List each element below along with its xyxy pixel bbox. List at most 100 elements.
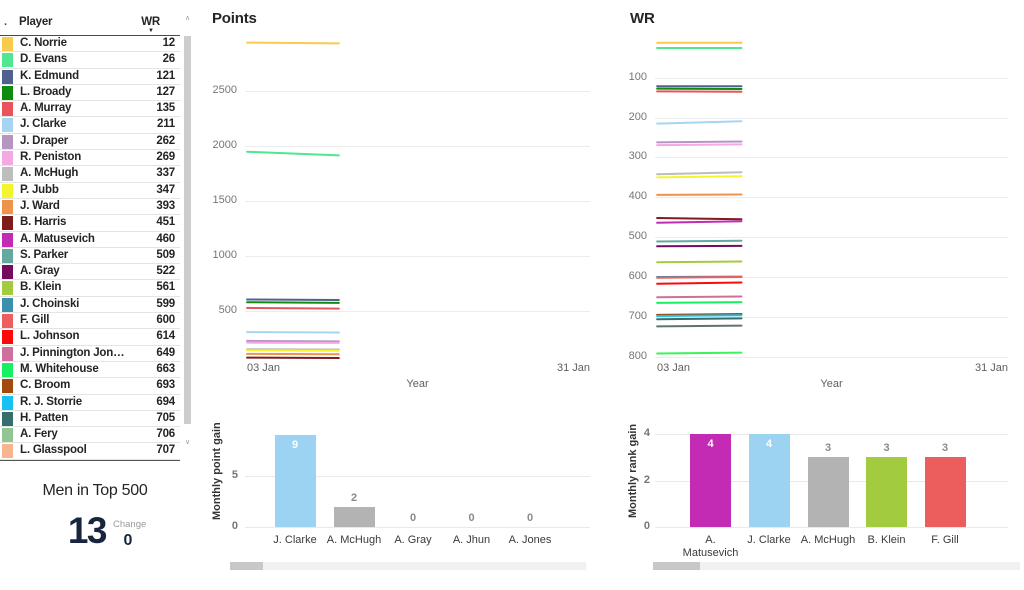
series-line-h-patten[interactable]	[656, 317, 743, 321]
series-line-r-j-storrie[interactable]	[656, 314, 743, 318]
table-scrollbar[interactable]: ∧ ∨	[183, 14, 192, 454]
gridline	[245, 201, 590, 202]
series-line-k-edmund[interactable]	[246, 298, 340, 301]
scrollbar-thumb[interactable]	[653, 562, 700, 570]
player-table: . Player WR ▼ C. Norrie 12 D. Evans 26 K. Ed…	[0, 14, 196, 461]
series-line-a-mchugh[interactable]	[656, 171, 743, 176]
table-row[interactable]: S. Parker 509	[0, 248, 180, 265]
scroll-down-icon[interactable]: ∨	[184, 439, 191, 446]
series-line-s-parker[interactable]	[656, 239, 743, 243]
series-line-c-norrie[interactable]	[246, 41, 340, 45]
series-line-r-peniston[interactable]	[656, 143, 743, 147]
series-line-m-whitehouse[interactable]	[656, 301, 743, 304]
column-header-player[interactable]: Player	[19, 16, 53, 28]
y-tick-label: 500	[628, 230, 647, 243]
player-color-swatch	[2, 395, 13, 410]
bar-a-mchugh[interactable]	[333, 506, 375, 527]
x-tick-label: 03 Jan	[657, 362, 691, 374]
bar-j-clarke[interactable]	[274, 435, 316, 527]
table-row[interactable]: J. Draper 262	[0, 134, 180, 151]
table-row[interactable]: J. Choinski 599	[0, 297, 180, 314]
table-row[interactable]: A. McHugh 337	[0, 166, 180, 183]
table-row[interactable]: M. Whitehouse 663	[0, 362, 180, 379]
player-wr-value: 694	[156, 395, 175, 408]
player-wr-value: 460	[156, 232, 175, 245]
player-wr-value: 600	[156, 314, 175, 327]
series-line-j-draper[interactable]	[656, 140, 743, 144]
table-row[interactable]: F. Gill 600	[0, 313, 180, 330]
table-row[interactable]: H. Patten 705	[0, 411, 180, 428]
table-row[interactable]: L. Johnson 614	[0, 329, 180, 346]
bar-a-matusevich[interactable]	[690, 434, 731, 527]
player-wr-value: 269	[156, 151, 175, 164]
table-row[interactable]: R. Peniston 269	[0, 150, 180, 167]
table-row[interactable]: J. Pinnington Jon… 649	[0, 346, 180, 362]
bar-b-klein[interactable]	[866, 457, 907, 527]
scrollbar-thumb[interactable]	[184, 36, 191, 424]
table-row[interactable]: J. Ward 393	[0, 199, 180, 216]
table-row[interactable]: K. Edmund 121	[0, 69, 180, 85]
series-line-c-broom[interactable]	[656, 313, 743, 316]
gridline	[655, 77, 1008, 79]
bar-value-label: 9	[291, 439, 299, 452]
kpi-value: 13	[67, 510, 108, 551]
x-category-label: A. Jones	[508, 534, 552, 546]
player-color-swatch	[2, 53, 13, 68]
series-line-b-klein[interactable]	[656, 260, 743, 264]
series-line-a-matusevich[interactable]	[656, 220, 743, 224]
bar-value-label: 2	[350, 491, 358, 504]
bar-a-mchugh[interactable]	[807, 457, 849, 527]
scroll-up-icon[interactable]: ∧	[184, 15, 191, 22]
series-line-j-clarke[interactable]	[656, 120, 743, 125]
series-line-unlabeled-[interactable]	[656, 351, 743, 355]
table-row[interactable]: B. Harris 451	[0, 215, 180, 232]
table-row[interactable]: R. J. Storrie 694	[0, 395, 180, 411]
player-name: J. Pinnington Jon…	[20, 346, 125, 359]
table-row[interactable]: J. Clarke 211	[0, 117, 180, 134]
series-line-p-jubb[interactable]	[656, 175, 743, 179]
gridline	[655, 276, 1008, 278]
table-row[interactable]: A. Fery 706	[0, 427, 180, 444]
scrollbar-thumb[interactable]	[230, 562, 263, 570]
player-name: B. Harris	[20, 216, 67, 229]
series-line-unlabeled-[interactable]	[656, 324, 743, 328]
table-row[interactable]: P. Jubb 347	[0, 183, 180, 199]
table-row[interactable]: A. Gray 522	[0, 264, 180, 281]
bar-f-gill[interactable]	[924, 457, 966, 527]
table-row[interactable]: C. Broom 693	[0, 378, 180, 395]
player-color-swatch	[2, 37, 13, 51]
series-line-l-broady[interactable]	[246, 301, 340, 304]
table-row[interactable]: D. Evans 26	[0, 52, 180, 69]
y-tick-label: 1000	[212, 249, 237, 261]
table-row[interactable]: B. Klein 561	[0, 280, 180, 297]
series-line-b-harris[interactable]	[656, 217, 743, 221]
player-wr-value: 121	[156, 69, 175, 82]
player-wr-value: 347	[156, 183, 175, 196]
player-name: J. Ward	[20, 199, 60, 212]
horizontal-scrollbar[interactable]	[653, 562, 1020, 570]
player-name: R. J. Storrie	[20, 395, 82, 408]
points-series-lines	[246, 41, 340, 359]
x-category-label: A. McHugh	[326, 534, 382, 546]
gridline	[245, 146, 590, 147]
table-row[interactable]: A. Murray 135	[0, 101, 180, 118]
y-tick-label: 2500	[212, 84, 237, 96]
table-row[interactable]: L. Broady 127	[0, 85, 180, 102]
bar-j-clarke[interactable]	[748, 434, 790, 527]
kpi-change-label: Change	[113, 519, 147, 530]
table-row[interactable]: L. Glasspool 707	[0, 443, 180, 460]
table-row[interactable]: A. Matusevich 460	[0, 232, 180, 248]
kpi-card: Men in Top 500 13 Change 0	[0, 470, 196, 580]
series-line-d-evans[interactable]	[246, 150, 340, 157]
table-row[interactable]: C. Norrie 12	[0, 36, 180, 53]
player-name: D. Evans	[20, 53, 67, 66]
chart-title-wr: WR	[630, 10, 655, 27]
bar-value-label: 3	[824, 442, 832, 455]
horizontal-scrollbar[interactable]	[230, 562, 586, 570]
series-line-j-pinnington-jon-[interactable]	[656, 295, 743, 299]
column-header-wr[interactable]: WR	[141, 16, 160, 28]
series-line-l-johnson[interactable]	[656, 281, 743, 285]
series-line-a-murray[interactable]	[246, 306, 340, 310]
player-name: L. Glasspool	[20, 444, 87, 457]
series-line-f-gill[interactable]	[656, 275, 743, 279]
